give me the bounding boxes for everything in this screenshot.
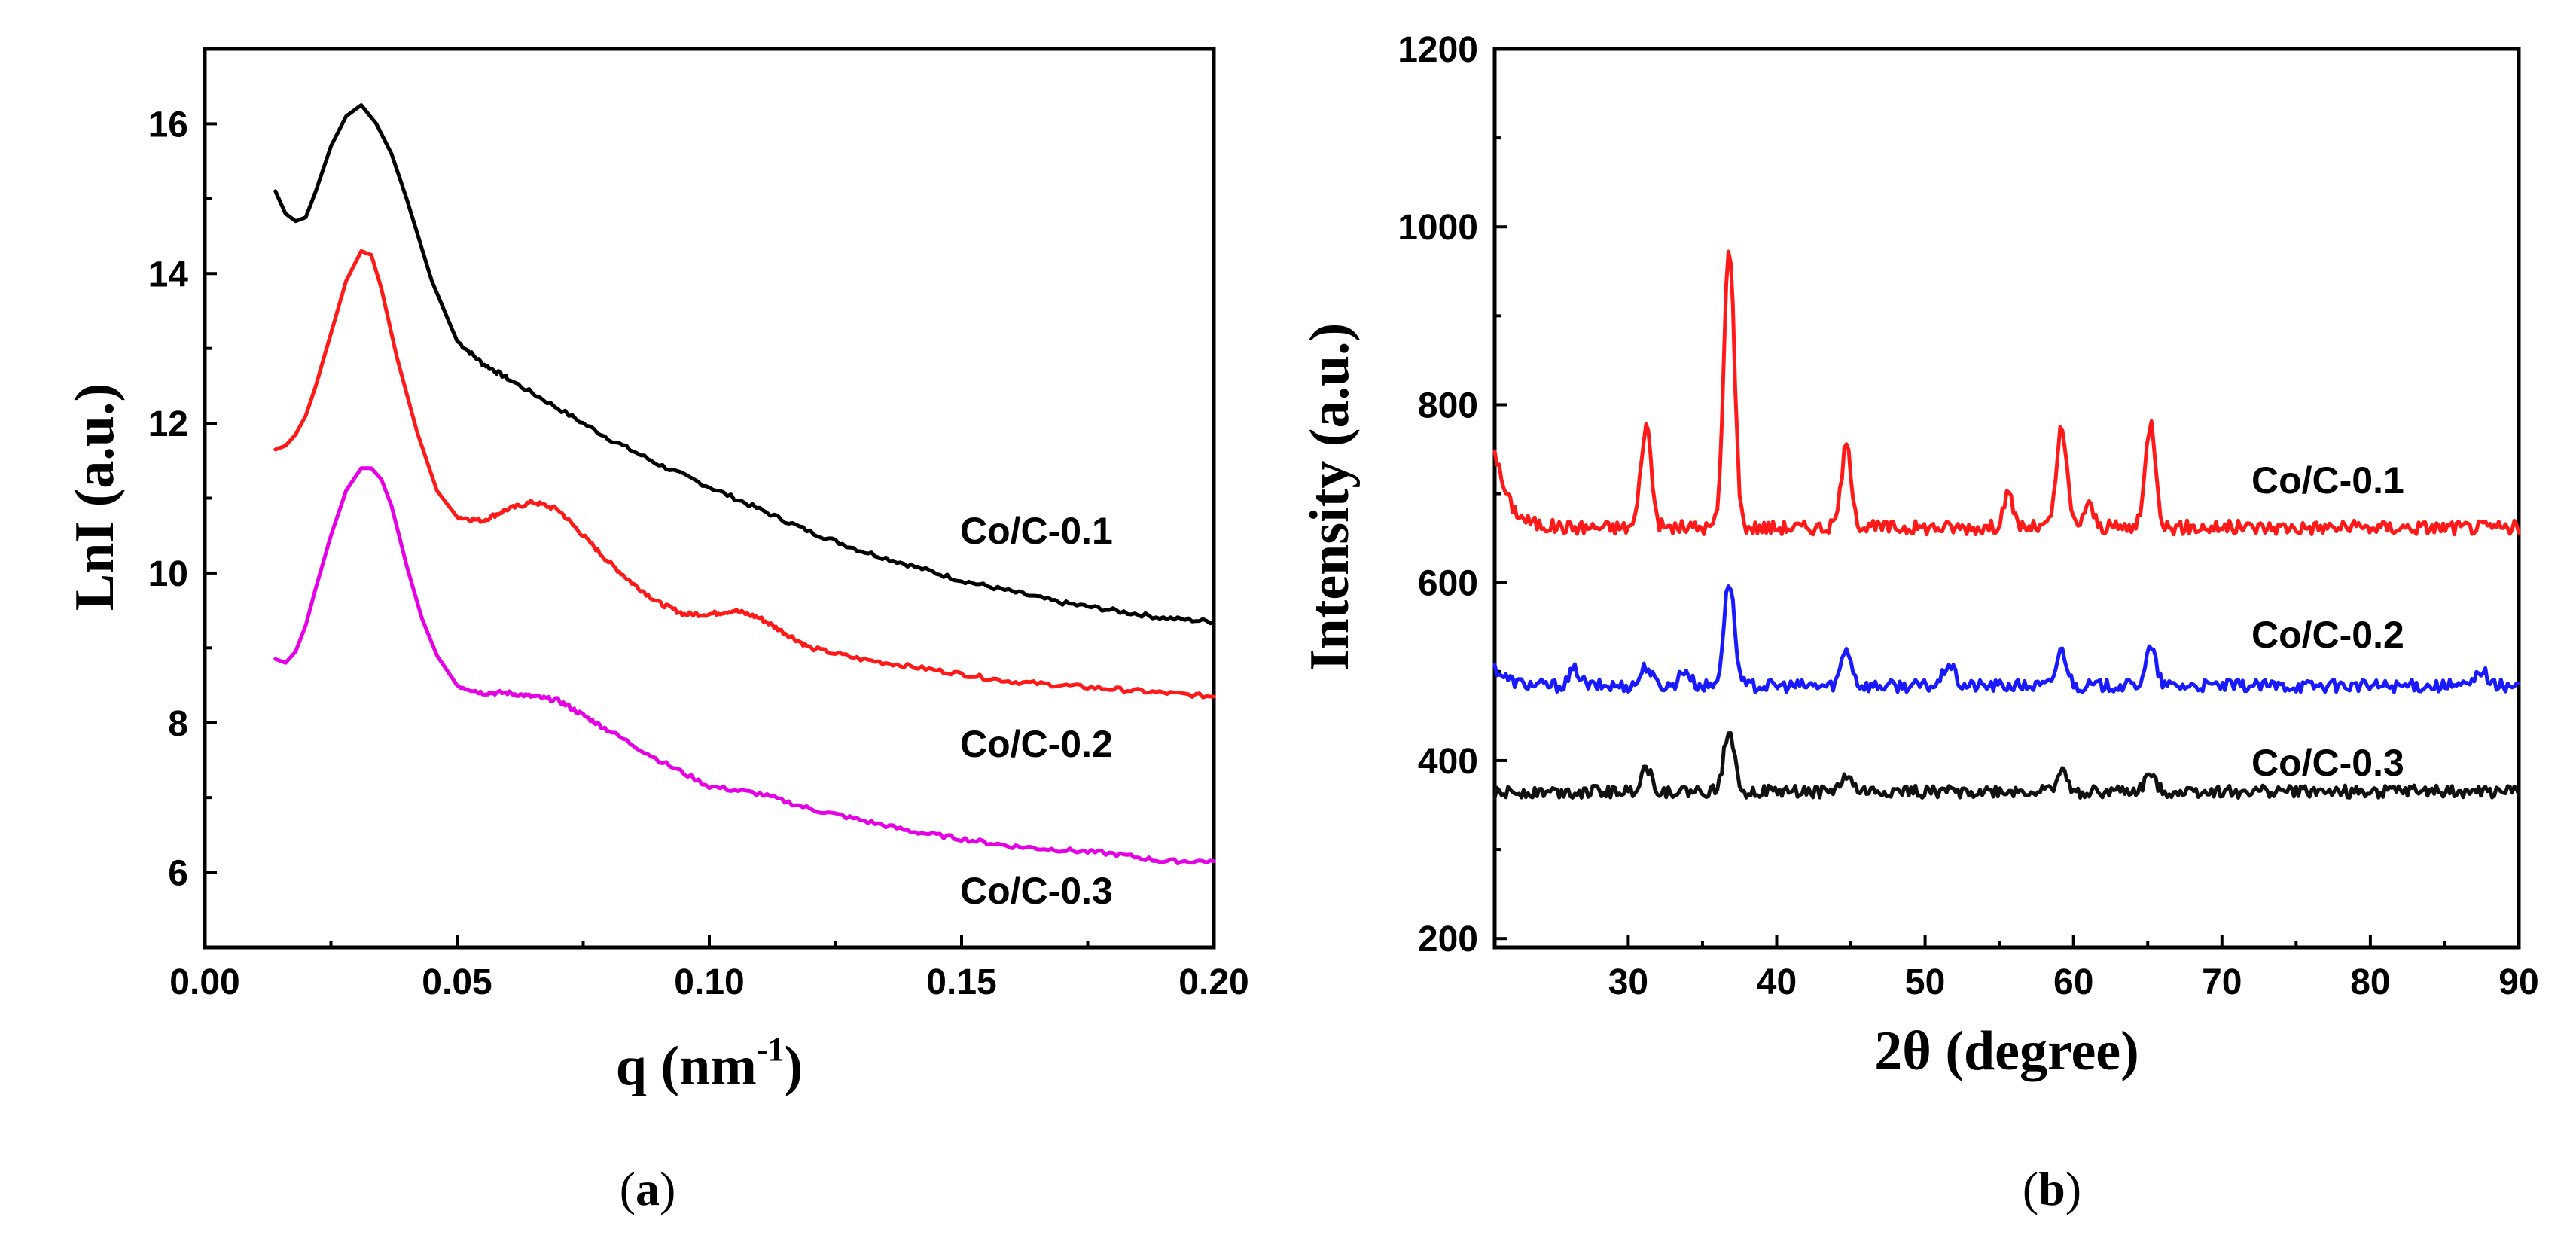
x-tick-label-a-2: 0.10: [674, 962, 744, 1002]
caption-a-letter: a: [636, 1162, 660, 1215]
y-tick-label-a-0: 6: [168, 854, 188, 894]
x-axis-title-b: 2θ (degree): [1874, 1020, 2139, 1082]
series-line-b-1: [1492, 584, 2521, 694]
series-line-a-0: [273, 103, 1216, 626]
y-tick-label-b-0: 200: [1418, 919, 1478, 959]
y-axis-ticks-a: 6 8 10 12 14 16: [148, 105, 217, 894]
chart-panel-b: 30 40 50 60 70 80 90 200 400 600 800 1000 1200 Co/C…: [1299, 30, 2539, 1215]
x-axis-title-a-main: q (nm: [616, 1035, 757, 1097]
x-tick-label-b-2: 50: [1905, 962, 1945, 1002]
x-tick-label-a-0: 0.00: [169, 962, 239, 1002]
plot-frame-a: [203, 47, 1216, 950]
caption-b-letter: b: [2038, 1162, 2065, 1215]
y-axis-ticks-b: 200 400 600 800 1000 1200: [1398, 30, 1507, 959]
series-label-b-2: Co/C-0.3: [2251, 742, 2404, 784]
y-tick-label-a-2: 10: [148, 554, 188, 594]
series-line-b-2: [1492, 731, 2521, 800]
caption-a-open: (: [620, 1162, 636, 1215]
caption-a-close: ): [660, 1162, 675, 1215]
chart-panel-a: 0.00 0.05 0.10 0.15 0.20 6 8 10 12 14 16 Co/C-0.1…: [64, 47, 1249, 1215]
series-label-b-0: Co/C-0.1: [2251, 459, 2404, 502]
x-tick-label-b-6: 90: [2498, 962, 2538, 1002]
series-group-b: [1492, 249, 2521, 800]
x-tick-label-a-3: 0.15: [926, 962, 996, 1002]
y-tick-label-b-3: 800: [1418, 386, 1478, 425]
y-tick-label-b-1: 400: [1418, 742, 1478, 782]
x-axis-ticks-a: 0.00 0.05 0.10 0.15 0.20: [169, 935, 1249, 1002]
x-axis-title-a: q (nm-1): [616, 1031, 803, 1097]
x-axis-ticks-b: 30 40 50 60 70 80 90: [1608, 935, 2539, 1002]
series-label-a-0: Co/C-0.1: [960, 510, 1113, 552]
y-axis-title-b: Intensity (a.u.): [1299, 323, 1361, 672]
series-group-a: [273, 103, 1216, 866]
x-tick-label-b-3: 60: [2053, 962, 2093, 1002]
x-tick-label-b-5: 80: [2350, 962, 2390, 1002]
y-tick-label-b-4: 1000: [1398, 208, 1478, 248]
series-label-a-1: Co/C-0.2: [960, 723, 1113, 765]
caption-b-open: (: [2023, 1162, 2038, 1215]
x-tick-label-a-1: 0.05: [422, 962, 492, 1002]
panel-caption-a: (a): [620, 1162, 676, 1215]
y-tick-label-b-5: 1200: [1398, 30, 1478, 70]
x-tick-label-a-4: 0.20: [1178, 962, 1248, 1002]
plot-frame-b: [1492, 47, 2521, 950]
y-tick-label-a-1: 8: [168, 704, 188, 744]
panel-caption-b: (b): [2023, 1162, 2081, 1215]
series-line-a-2: [273, 466, 1216, 866]
series-label-a-2: Co/C-0.3: [960, 870, 1113, 912]
x-axis-title-a-end: ): [785, 1035, 803, 1097]
series-label-b-1: Co/C-0.2: [2251, 614, 2404, 656]
caption-b-close: ): [2065, 1162, 2081, 1215]
y-axis-title-a: LnI (a.u.): [64, 383, 126, 611]
series-line-a-1: [273, 249, 1216, 700]
y-tick-label-a-3: 12: [148, 404, 188, 444]
x-tick-label-b-1: 40: [1757, 962, 1797, 1002]
y-tick-label-a-4: 14: [148, 255, 189, 294]
x-tick-label-b-0: 30: [1608, 962, 1648, 1002]
y-tick-label-a-5: 16: [148, 105, 188, 145]
x-tick-label-b-4: 70: [2202, 962, 2242, 1002]
y-tick-label-b-2: 600: [1418, 564, 1478, 604]
x-axis-title-a-sup: -1: [757, 1031, 785, 1068]
series-line-b-0: [1492, 249, 2521, 537]
